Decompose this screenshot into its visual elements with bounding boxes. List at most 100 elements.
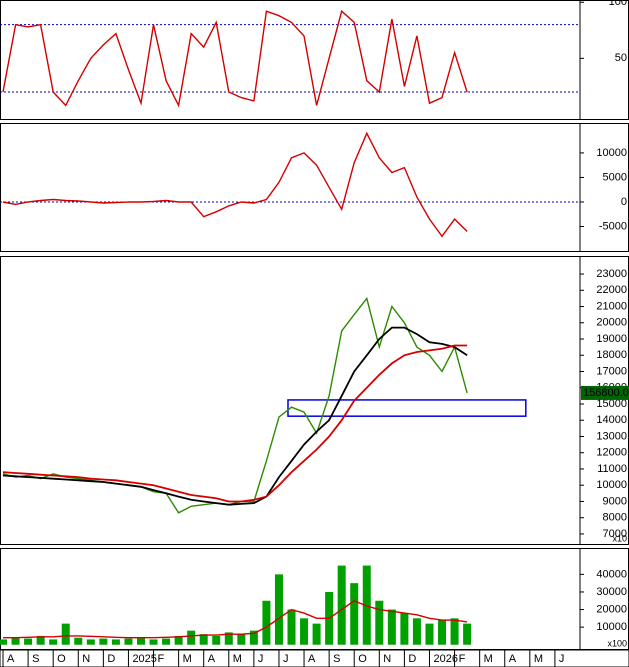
- volume-bar: [136, 637, 145, 645]
- volume-bar: [187, 630, 196, 645]
- volume-bar: [387, 609, 396, 645]
- volume-bar: [362, 565, 371, 645]
- volume-bar: [124, 638, 133, 645]
- y-tick-label: 19000: [596, 333, 627, 345]
- volume-bar: [287, 609, 296, 645]
- x-tick-label: S: [333, 653, 340, 665]
- volume-bar: [199, 634, 208, 645]
- volume-bar: [61, 623, 70, 645]
- x-tick-label: A: [208, 653, 216, 665]
- x-tick-label: M: [484, 653, 493, 665]
- volume-bar: [237, 634, 246, 645]
- y-tick-label: 50: [615, 52, 627, 64]
- volume-bar: [300, 618, 309, 645]
- volume-bar: [249, 630, 258, 645]
- x-tick-label: N: [383, 653, 391, 665]
- y-tick-label: 30000: [596, 586, 627, 598]
- y-tick-label: 20000: [596, 603, 627, 615]
- x-tick-label: S: [32, 653, 39, 665]
- volume-bar: [111, 639, 120, 645]
- volume-bar: [99, 638, 108, 645]
- volume-bar: [450, 618, 459, 645]
- series-line: [2, 9, 468, 108]
- series-line: [2, 296, 468, 514]
- volume-bar: [174, 635, 183, 645]
- y-tick-label: 100: [609, 0, 627, 8]
- series-line: [2, 131, 468, 238]
- volume-bar: [149, 639, 158, 645]
- x-tick-label: J: [559, 653, 565, 665]
- y-tick-label: 17000: [596, 365, 627, 377]
- y-tick-label: 15000: [596, 398, 627, 410]
- x-tick-label: A: [7, 653, 15, 665]
- volume-bar: [0, 639, 8, 645]
- y-tick-label: 40000: [596, 568, 627, 580]
- volume-bar: [49, 639, 58, 645]
- y-tick-label: 7000: [603, 528, 627, 540]
- volume-bar: [337, 565, 346, 645]
- y-tick-label: 11000: [597, 463, 627, 475]
- price-label-box: [581, 385, 629, 400]
- x-tick-label: 2025: [132, 653, 156, 665]
- volume-bar: [412, 618, 421, 645]
- x-tick-label: N: [82, 653, 90, 665]
- x-axis-strip: [0, 649, 629, 667]
- volume-bar: [74, 637, 83, 645]
- volume-bar: [36, 635, 45, 645]
- y-tick-label: -5000: [599, 220, 627, 232]
- x-tick-label: O: [358, 653, 367, 665]
- y-tick-label: 5000: [603, 171, 627, 183]
- volume-bar: [224, 632, 233, 645]
- volume-bar: [425, 623, 434, 645]
- series-line: [2, 326, 468, 506]
- y-tick-label: 22000: [596, 284, 627, 296]
- x-tick-label: D: [408, 653, 416, 665]
- volume-bar: [438, 620, 447, 645]
- y-tick-label: 10000: [596, 621, 627, 633]
- y-tick-label: 8000: [603, 512, 627, 524]
- volume-bar: [463, 623, 472, 645]
- volume-bar: [86, 639, 95, 645]
- x-tick-label: A: [509, 653, 517, 665]
- y-tick-label: 10000: [596, 147, 627, 159]
- volume-bar: [312, 623, 321, 645]
- volume-bar: [274, 574, 283, 645]
- volume-bar: [24, 638, 33, 645]
- x-tick-label: 2026: [433, 653, 457, 665]
- x-tick-label: J: [258, 653, 264, 665]
- unit-label: x100: [607, 638, 627, 648]
- x-tick-label: M: [183, 653, 192, 665]
- volume-bar: [400, 613, 409, 645]
- y-tick-label: 18000: [596, 349, 627, 361]
- y-tick-label: 23000: [596, 268, 627, 280]
- volume-bar: [11, 637, 20, 645]
- series-line: [3, 600, 468, 639]
- price-label: 156800.0: [583, 387, 629, 399]
- volume-bar: [212, 635, 221, 645]
- series-line: [2, 344, 468, 503]
- y-tick-label: 13000: [596, 430, 627, 442]
- y-tick-label: 0: [621, 196, 627, 208]
- y-tick-label: 14000: [596, 414, 627, 426]
- y-tick-label: 21000: [596, 300, 627, 312]
- x-tick-label: F: [158, 653, 165, 665]
- y-tick-label: 20000: [596, 317, 627, 329]
- y-tick-label: 10000: [596, 479, 627, 491]
- y-tick-label: 9000: [603, 495, 627, 507]
- x-tick-label: A: [308, 653, 316, 665]
- volume-bar: [162, 638, 171, 645]
- x-tick-label: O: [57, 653, 66, 665]
- y-tick-label: 12000: [596, 447, 627, 459]
- x-tick-label: M: [534, 653, 543, 665]
- x-tick-label: F: [459, 653, 466, 665]
- unit-label: x10: [612, 533, 627, 543]
- support-zone: [287, 399, 527, 417]
- volume-bar: [262, 600, 271, 645]
- x-tick-label: D: [107, 653, 115, 665]
- volume-bar: [375, 600, 384, 645]
- x-tick-label: M: [233, 653, 242, 665]
- volume-bar: [350, 583, 359, 645]
- x-tick-label: J: [283, 653, 289, 665]
